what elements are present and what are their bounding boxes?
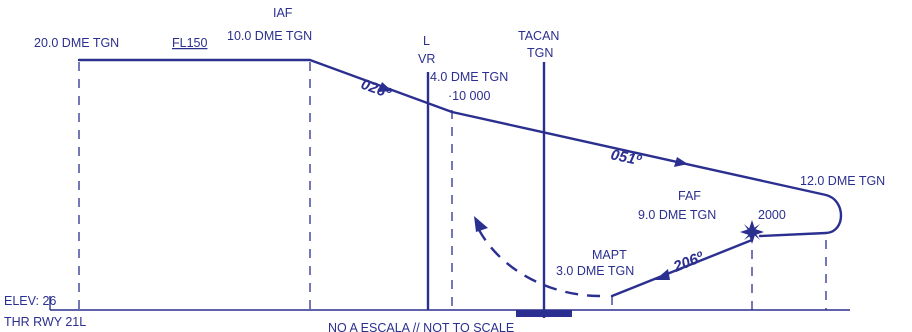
mapt-distance-label: 3.0 DME TGN [556, 264, 634, 278]
course-026-label: 026º [359, 76, 395, 103]
approach-flight-path [77, 58, 843, 238]
iaf-distance-label: 10.0 DME TGN [227, 29, 312, 43]
course-206-label: 206º [670, 248, 707, 276]
missed-approach-arrow-icon [474, 216, 488, 232]
faf-altitude-label: 2000 [758, 208, 786, 222]
start-distance-label: 20.0 DME TGN [34, 36, 119, 50]
course-026-arrow-icon [378, 82, 392, 92]
faf-name-label: FAF [678, 189, 701, 203]
not-to-scale-note: NO A ESCALA // NOT TO SCALE [328, 321, 514, 332]
course-206-arrow-icon [655, 269, 670, 280]
faf-fix-icon [740, 220, 764, 244]
iaf-name-label: IAF [273, 6, 293, 20]
turn-distance-label: 12.0 DME TGN [800, 174, 885, 188]
threshold-label: THR RWY 21L [4, 315, 86, 329]
final-approach-path [610, 238, 754, 298]
faf-distance-label: 9.0 DME TGN [638, 208, 716, 222]
course-051-arrow-icon [674, 157, 688, 167]
mapt-name-label: MAPT [592, 248, 627, 262]
tacan-line2-label: TGN [527, 46, 553, 60]
lvr-line1-label: L [423, 34, 430, 48]
course-051-label: 051º [609, 146, 644, 169]
elevation-label: ELEV: 26 [4, 294, 56, 308]
lvr-line2-label: VR [418, 52, 435, 66]
tacan-line1-label: TACAN [518, 29, 559, 43]
dme4-altitude-label: ·10 000 [448, 89, 490, 103]
missed-approach-path [476, 227, 601, 298]
start-altitude-label: FL150 [172, 36, 207, 50]
dme4-distance-label: 4.0 DME TGN [430, 70, 508, 84]
